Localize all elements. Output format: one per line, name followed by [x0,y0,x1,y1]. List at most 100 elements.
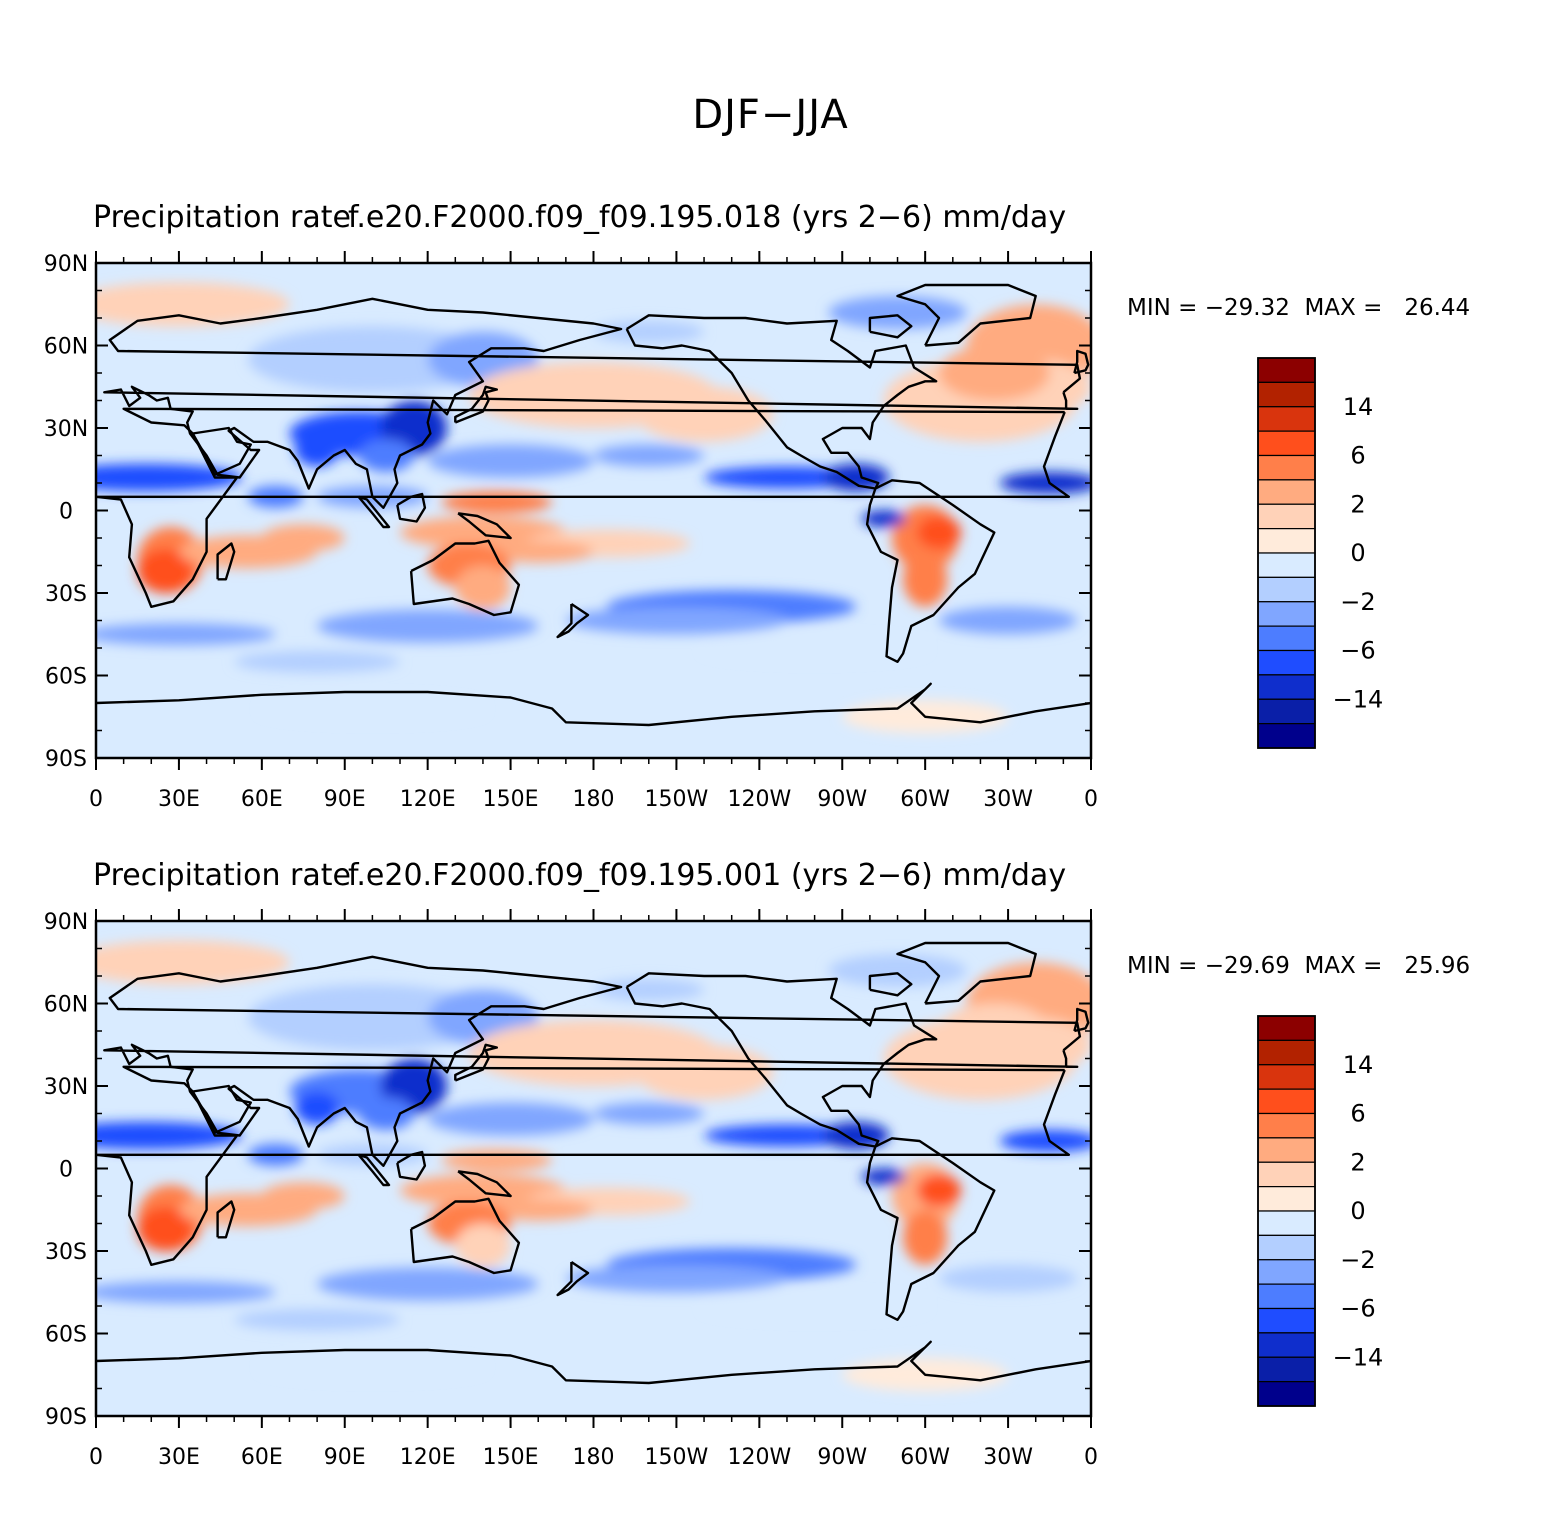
anomaly-region [248,326,497,393]
colorbar-box [1257,1015,1316,1041]
coastline [454,1043,498,1082]
anomaly-region [358,439,414,472]
lon-tick-label: 150E [483,1445,539,1470]
anomaly-region [427,1102,594,1136]
lat-tick-label: 30S [45,582,87,607]
coastline [865,1137,996,1321]
colorbar-box [1257,430,1316,457]
colorbar-box [1257,381,1316,408]
anomaly-region [96,463,243,492]
lat-tick-label: 0 [59,1158,73,1183]
anomaly-region [903,1209,948,1265]
coastline [556,602,590,639]
lat-tick-label: 90S [45,1405,87,1430]
anomaly-region [593,444,705,467]
lat-tick-label: 30S [45,1240,87,1265]
lon-tick-label: 0 [89,787,103,812]
anomaly-region [317,1267,539,1301]
lat-tick-label: 60S [45,1323,87,1348]
anomaly-region [861,1168,906,1185]
anomaly-region [593,1102,705,1125]
colorbar-label: −6 [1340,637,1375,665]
panel-1-case-label: f.e20.F2000.f09_f09.195.018 (yrs 2−6) mm… [348,200,1067,235]
lon-tick-label: 60E [241,1445,283,1470]
lon-tick-label: 0 [1084,787,1098,812]
anomaly-region [704,1295,926,1317]
lon-tick-label: 60W [900,787,950,812]
coastline [396,1150,427,1181]
colorbar-box [1257,406,1316,432]
colorbar-box [1257,1234,1316,1261]
lon-tick-label: 120E [400,787,456,812]
coastline [103,297,1082,510]
colorbar-box [1257,723,1316,749]
coastline [96,1340,1091,1385]
colorbar-box [1257,552,1316,578]
panel-1-coastlines [96,283,1091,727]
coastline [103,955,1082,1168]
lon-tick-label: 30E [158,787,200,812]
anomaly-region [822,463,890,492]
lon-tick-label: 90W [817,1445,867,1470]
anomaly-region [96,623,276,646]
colorbar-box [1257,1088,1316,1115]
lon-tick-label: 150W [645,1445,709,1470]
coastline [396,492,427,523]
colorbar-box [1257,1039,1316,1066]
colorbar-frame [1257,357,1316,749]
lon-tick-label: 30W [983,1445,1033,1470]
coastline [357,1153,391,1187]
anomaly-region [261,524,345,552]
lat-tick-label: 0 [59,500,73,525]
colorbar-box [1257,1307,1316,1334]
page-title: DJF−JJA [692,92,849,138]
anomaly-region [295,433,340,467]
anomaly-region [261,1355,483,1378]
coastline [457,1170,512,1198]
lon-tick-label: 120W [727,1445,791,1470]
colorbar-box [1257,1161,1316,1188]
coastline [191,1084,253,1135]
panel-2-subtitle: Precipitation rate f.e20.F2000.f09_f09.1… [93,858,1093,898]
anomaly-region [248,984,497,1051]
lon-tick-label: 90E [324,1445,366,1470]
coastline [625,314,938,490]
panel-1-precip-field [96,263,1091,758]
colorbar-label: 2 [1350,490,1365,518]
colorbar-box [1257,1210,1316,1236]
colorbar-box [1257,1259,1316,1285]
anomaly-region [96,282,290,327]
anomaly-region [137,1207,193,1251]
anomaly-region [565,606,787,635]
anomaly-region [565,1264,787,1293]
lon-tick-label: 120W [727,787,791,812]
lon-tick-label: 90W [817,787,867,812]
coastline [191,426,253,477]
coastline [868,314,913,339]
colorbar-box [1257,357,1316,383]
colorbar-label: 6 [1350,442,1365,470]
colorbar-box [1257,528,1316,554]
coastline [865,479,996,663]
colorbar-label: −14 [1333,685,1384,713]
lon-tick-label: 180 [573,787,615,812]
anomaly-region [234,650,401,673]
coastline [625,972,938,1148]
lat-tick-label: 90N [44,910,88,935]
colorbar-box [1257,1137,1316,1163]
anomaly-region [137,549,193,593]
lon-tick-label: 60W [900,1445,950,1470]
anomaly-region [938,606,1078,635]
coastline [896,941,1037,1005]
coastline [409,1197,521,1275]
anomaly-region [999,1130,1091,1152]
coastline [216,1200,236,1239]
anomaly-region [234,1308,401,1331]
anomaly-region [482,1198,594,1221]
colorbar-box [1257,1064,1316,1090]
colorbar-label: −2 [1340,588,1375,616]
lon-tick-label: 30E [158,1445,200,1470]
panel-2-colorbar: 14 6 2 0 −2 −6 −14 [1257,1015,1383,1407]
panel-1-colorbar: 14 6 2 0 −2 −6 −14 [1257,357,1384,749]
